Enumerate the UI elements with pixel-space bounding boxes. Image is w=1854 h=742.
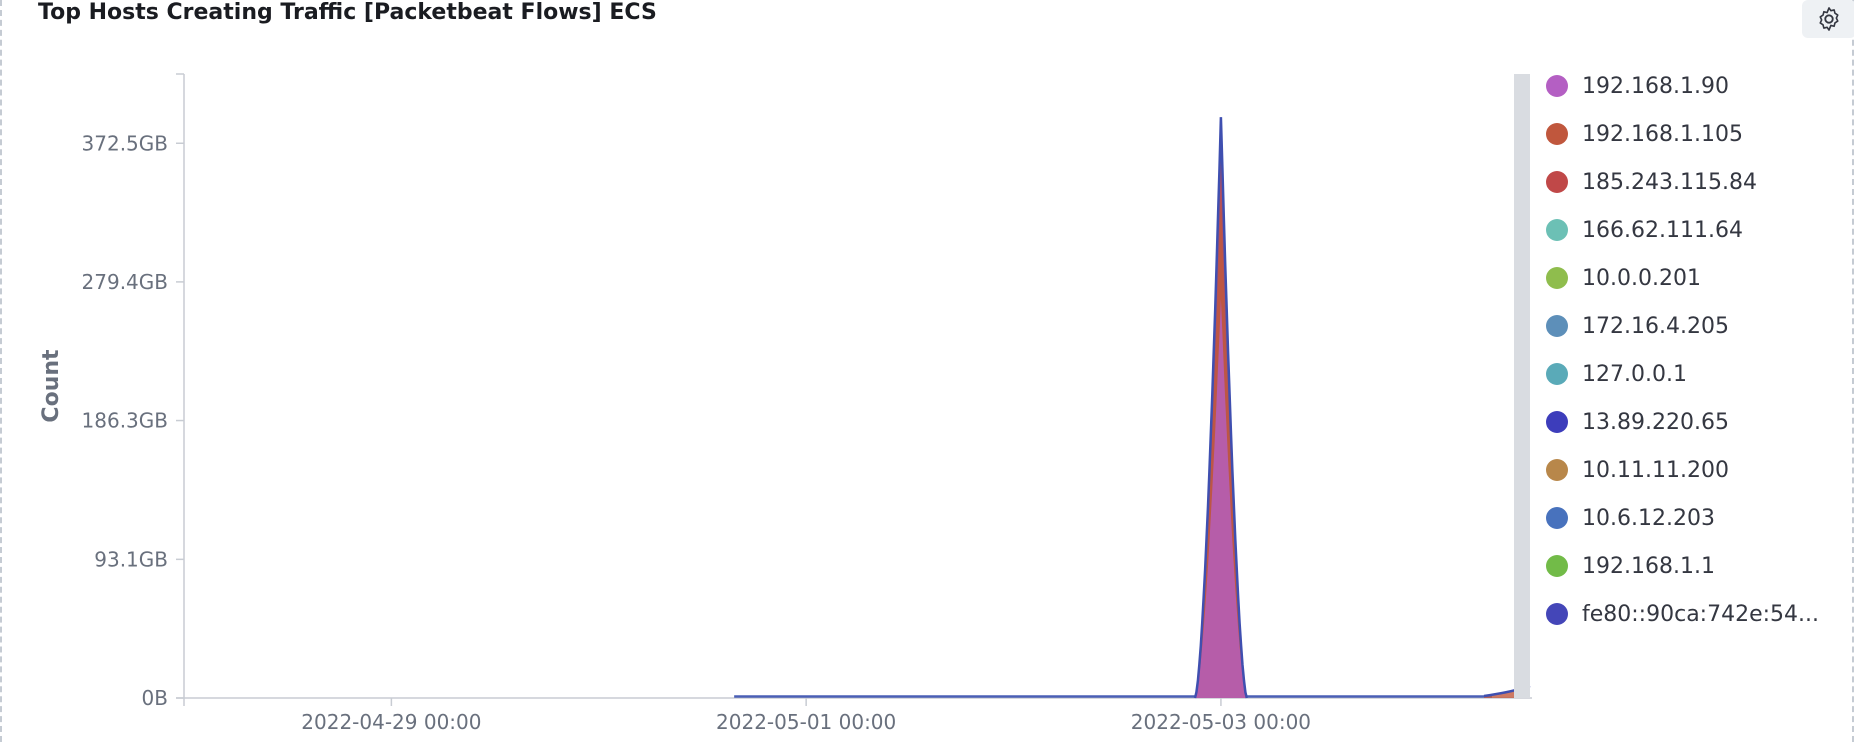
x-tick-label: 2022-05-03 00:00 xyxy=(1131,710,1311,734)
legend-label: 10.11.11.200 xyxy=(1582,457,1729,483)
legend-color-dot xyxy=(1546,267,1568,289)
legend-color-dot xyxy=(1546,603,1568,625)
area-series xyxy=(1195,298,1247,698)
legend-item[interactable]: 192.168.1.105 xyxy=(1546,110,1846,158)
legend-label: 172.16.4.205 xyxy=(1582,313,1729,339)
gear-icon-glyph xyxy=(1819,7,1839,31)
y-tick-label: 279.4GB xyxy=(82,270,168,294)
y-tick-label: 93.1GB xyxy=(94,547,168,571)
panel-title: Top Hosts Creating Traffic [Packetbeat F… xyxy=(38,0,657,25)
legend-item[interactable]: 192.168.1.90 xyxy=(1546,62,1846,110)
y-tick-label: 0B xyxy=(142,686,168,710)
legend-item[interactable]: fe80::90ca:742e:54... xyxy=(1546,590,1846,638)
legend-color-dot xyxy=(1546,459,1568,481)
legend-label: 13.89.220.65 xyxy=(1582,409,1729,435)
legend-item[interactable]: 127.0.0.1 xyxy=(1546,350,1846,398)
legend-color-dot xyxy=(1546,555,1568,577)
legend-item[interactable]: 10.6.12.203 xyxy=(1546,494,1846,542)
y-tick-label: 372.5GB xyxy=(82,131,168,155)
y-tick-label: 186.3GB xyxy=(82,409,168,433)
legend-color-dot xyxy=(1546,75,1568,97)
legend-color-dot xyxy=(1546,315,1568,337)
legend-color-dot xyxy=(1546,363,1568,385)
legend-label: 10.0.0.201 xyxy=(1582,265,1701,291)
legend-color-dot xyxy=(1546,171,1568,193)
legend-color-dot xyxy=(1546,219,1568,241)
legend-label: 185.243.115.84 xyxy=(1582,169,1757,195)
legend-color-dot xyxy=(1546,123,1568,145)
legend-item[interactable]: 172.16.4.205 xyxy=(1546,302,1846,350)
legend-label: 192.168.1.1 xyxy=(1582,553,1715,579)
gear-icon[interactable] xyxy=(1802,0,1854,38)
legend-label: 192.168.1.105 xyxy=(1582,121,1743,147)
legend-item[interactable]: 192.168.1.1 xyxy=(1546,542,1846,590)
legend-label: 10.6.12.203 xyxy=(1582,505,1715,531)
series-top-line xyxy=(1193,117,1249,699)
y-axis-title: Count xyxy=(39,349,64,423)
legend-color-dot xyxy=(1546,411,1568,433)
legend-label: fe80::90ca:742e:54... xyxy=(1582,601,1819,627)
legend-item[interactable]: 166.62.111.64 xyxy=(1546,206,1846,254)
legend-item[interactable]: 185.243.115.84 xyxy=(1546,158,1846,206)
x-tick-label: 2022-04-29 00:00 xyxy=(301,710,481,734)
x-tick-label: 2022-05-01 00:00 xyxy=(716,710,896,734)
chart-legend: 192.168.1.90 192.168.1.105 185.243.115.84 1… xyxy=(1546,62,1846,638)
legend-item[interactable]: 10.11.11.200 xyxy=(1546,446,1846,494)
legend-color-dot xyxy=(1546,507,1568,529)
legend-label: 166.62.111.64 xyxy=(1582,217,1743,243)
legend-item[interactable]: 10.0.0.201 xyxy=(1546,254,1846,302)
legend-label: 127.0.0.1 xyxy=(1582,361,1687,387)
legend-item[interactable]: 13.89.220.65 xyxy=(1546,398,1846,446)
legend-label: 192.168.1.90 xyxy=(1582,73,1729,99)
legend-scrollbar[interactable] xyxy=(1514,74,1530,698)
